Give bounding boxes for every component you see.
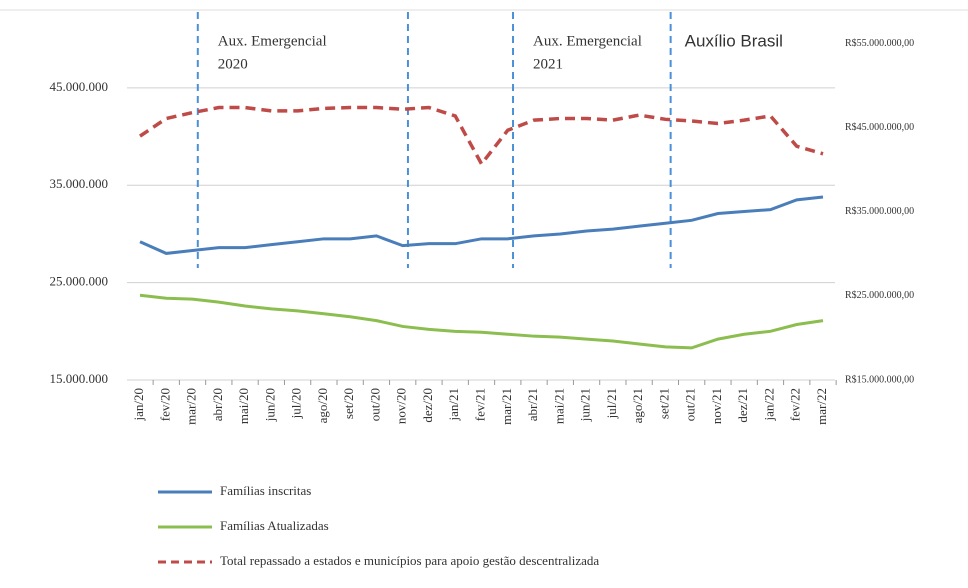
x-tick-label: jan/22: [761, 388, 776, 422]
annotation: Aux. Emergencial: [218, 33, 327, 49]
x-tick-label: dez/21: [735, 388, 750, 423]
x-tick-label: mai/20: [236, 388, 251, 424]
x-tick-label: out/21: [683, 388, 698, 421]
x-tick-label: jun/21: [578, 388, 593, 422]
legend-label: Famílias inscritas: [220, 483, 311, 498]
x-tick-label: fev/20: [157, 388, 172, 421]
series-line: [139, 105, 824, 168]
x-tick-label: mai/21: [551, 388, 566, 424]
annotation: 2021: [533, 56, 563, 72]
annotation: Auxílio Brasil: [685, 31, 783, 50]
x-tick-label: ago/21: [630, 388, 645, 423]
y2-tick-label: R$15.000.000,00: [845, 374, 914, 385]
x-tick-label: mar/20: [184, 388, 199, 425]
x-tick-label: abr/21: [525, 388, 540, 421]
y-tick-label: 35.000.000: [50, 176, 109, 191]
x-tick-label: jan/21: [446, 388, 461, 422]
series-line: [139, 293, 824, 350]
y-tick-label: 25.000.000: [50, 274, 109, 289]
x-tick-label: set/21: [656, 388, 671, 419]
y-tick-label: 45.000.000: [50, 79, 109, 94]
x-tick-label: mar/21: [499, 388, 514, 425]
legend-label: Total repassado a estados e municípios p…: [220, 553, 599, 568]
x-tick-label: set/20: [341, 388, 356, 419]
x-tick-label: abr/20: [210, 388, 225, 421]
y2-tick-label: R$35.000.000,00: [845, 206, 914, 217]
x-tick-label: nov/21: [709, 388, 724, 424]
x-tick-label: fev/22: [788, 388, 803, 421]
legend-label: Famílias Atualizadas: [220, 518, 329, 533]
x-tick-label: jul/21: [604, 388, 619, 419]
annotation: Aux. Emergencial: [533, 33, 642, 49]
x-tick-label: ago/20: [315, 388, 330, 423]
y2-tick-label: R$45.000.000,00: [845, 122, 914, 133]
y-tick-label: 15.000.000: [50, 371, 109, 386]
x-tick-label: jul/20: [289, 388, 304, 419]
x-tick-label: dez/20: [420, 388, 435, 423]
annotation: 2020: [218, 56, 248, 72]
series-line: [139, 195, 824, 255]
y2-tick-label: R$55.000.000,00: [845, 38, 914, 49]
x-tick-label: jun/20: [262, 388, 277, 422]
x-tick-label: out/20: [367, 388, 382, 421]
x-tick-label: nov/20: [394, 388, 409, 424]
x-tick-label: fev/21: [472, 388, 487, 421]
y2-tick-label: R$25.000.000,00: [845, 290, 914, 301]
x-tick-label: jan/20: [131, 388, 146, 422]
x-tick-label: mar/22: [814, 388, 829, 425]
